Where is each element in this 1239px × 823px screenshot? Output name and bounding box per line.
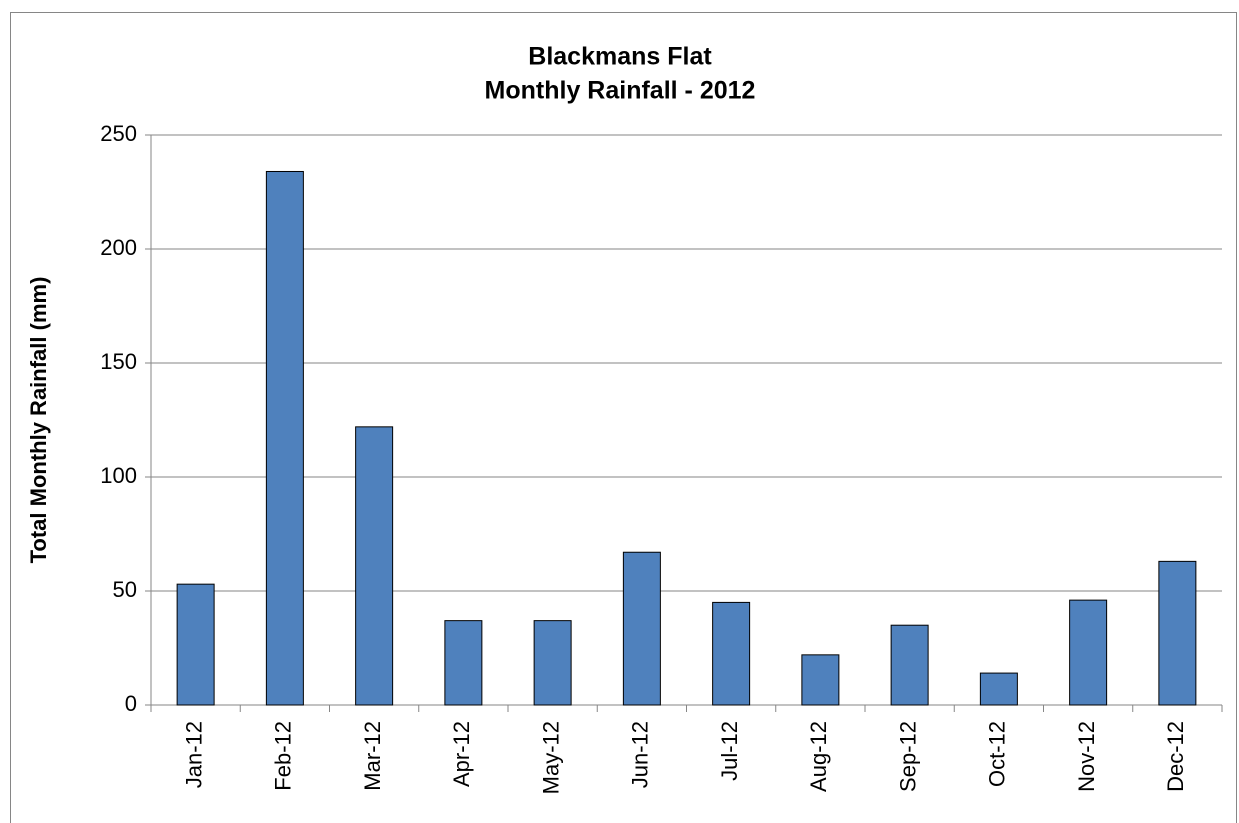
chart-subtitle: Monthly Rainfall - 2012 [485,77,756,105]
bar [622,551,661,706]
bar [1158,560,1197,706]
y-tick-label: 0 [125,691,137,716]
bar [355,426,394,706]
bar [890,624,929,706]
y-tick-label: 50 [113,577,137,602]
y-axis-label: Total Monthly Rainfall (mm) [26,277,51,564]
x-tick-label: Apr-12 [449,721,474,787]
y-tick-label: 100 [100,463,137,488]
chart-title: Blackmans Flat [528,43,712,71]
x-tick-label: Jul-12 [717,721,742,781]
y-tick-label: 150 [100,349,137,374]
x-tick-label: Feb-12 [271,721,296,791]
bar [533,620,572,706]
y-tick-label: 250 [100,121,137,146]
bar [1069,599,1108,706]
x-tick-label: Aug-12 [806,721,831,792]
x-tick-label: Sep-12 [895,721,920,792]
bar [444,620,483,706]
bar [176,583,215,706]
x-tick-label: May-12 [538,721,563,794]
x-tick-label: Oct-12 [985,721,1010,787]
x-tick-label: Dec-12 [1163,721,1188,792]
x-tick-label: Jun-12 [628,721,653,788]
x-tick-label: Mar-12 [360,721,385,791]
y-tick-label: 200 [100,235,137,260]
bar [265,170,304,706]
x-tick-label: Nov-12 [1074,721,1099,792]
x-tick-label: Jan-12 [181,721,206,788]
bar [801,654,840,706]
bar [712,601,751,706]
bar [979,672,1018,706]
